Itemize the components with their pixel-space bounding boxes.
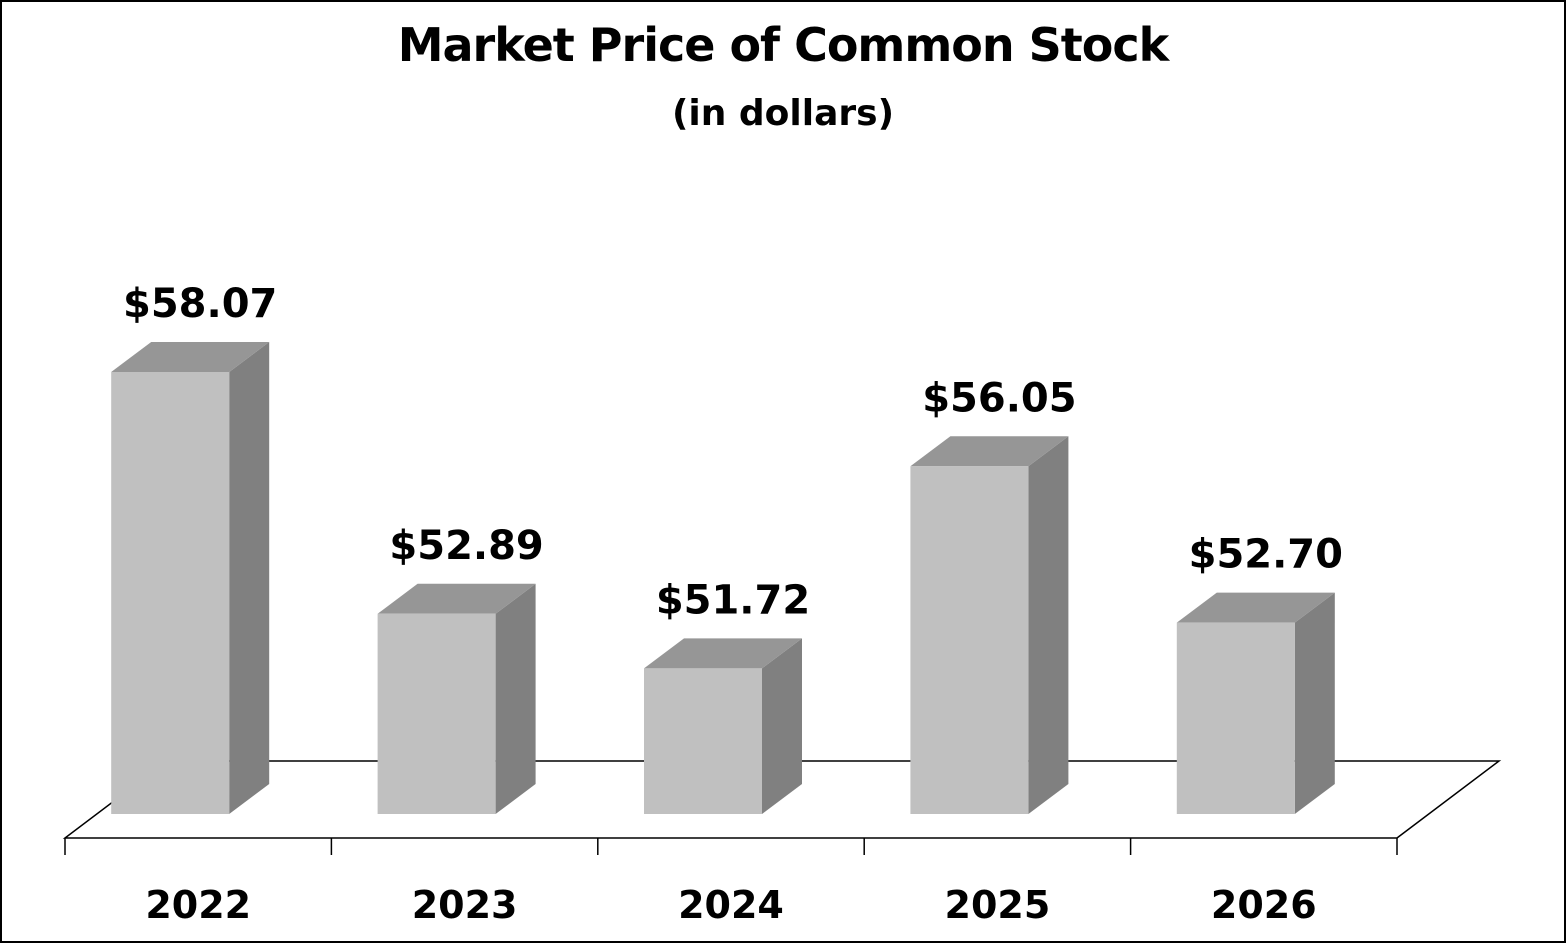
x-tick-label-2023: 2023 [412, 883, 518, 927]
bar-side-face [229, 342, 270, 814]
chart-title: Market Price of Common Stock [397, 18, 1170, 72]
bar-2024 [644, 638, 802, 814]
data-label-2023: $52.89 [389, 523, 543, 569]
bar-top-face [910, 436, 1069, 467]
bar-front-face [377, 613, 496, 814]
data-label-2025: $56.05 [922, 375, 1076, 421]
bar-front-face [910, 466, 1029, 814]
bar-front-face [644, 668, 762, 814]
x-tick-label-2022: 2022 [145, 883, 251, 927]
x-tick-label-2024: 2024 [678, 883, 784, 927]
data-label-2024: $51.72 [656, 577, 810, 623]
bar-side-face [495, 583, 536, 814]
bar-2025 [910, 436, 1069, 814]
data-label-2026: $52.70 [1189, 532, 1343, 578]
bar-2022 [111, 342, 270, 814]
bar-front-face [1176, 622, 1295, 814]
bar-top-face [1176, 592, 1335, 623]
x-tick-label-2025: 2025 [945, 883, 1051, 927]
data-label-2022: $58.07 [123, 281, 277, 327]
bar-top-face [644, 638, 802, 669]
bar-2023 [377, 583, 536, 814]
bar-side-face [1294, 592, 1335, 814]
bar-side-face [1028, 436, 1069, 814]
bar-top-face [377, 583, 536, 614]
bar-2026 [1176, 592, 1335, 814]
x-tick-label-2026: 2026 [1211, 883, 1317, 927]
chart-subtitle: (in dollars) [671, 93, 895, 134]
bar-front-face [111, 372, 230, 814]
bar-top-face [111, 342, 270, 372]
bar-side-face [762, 638, 802, 814]
